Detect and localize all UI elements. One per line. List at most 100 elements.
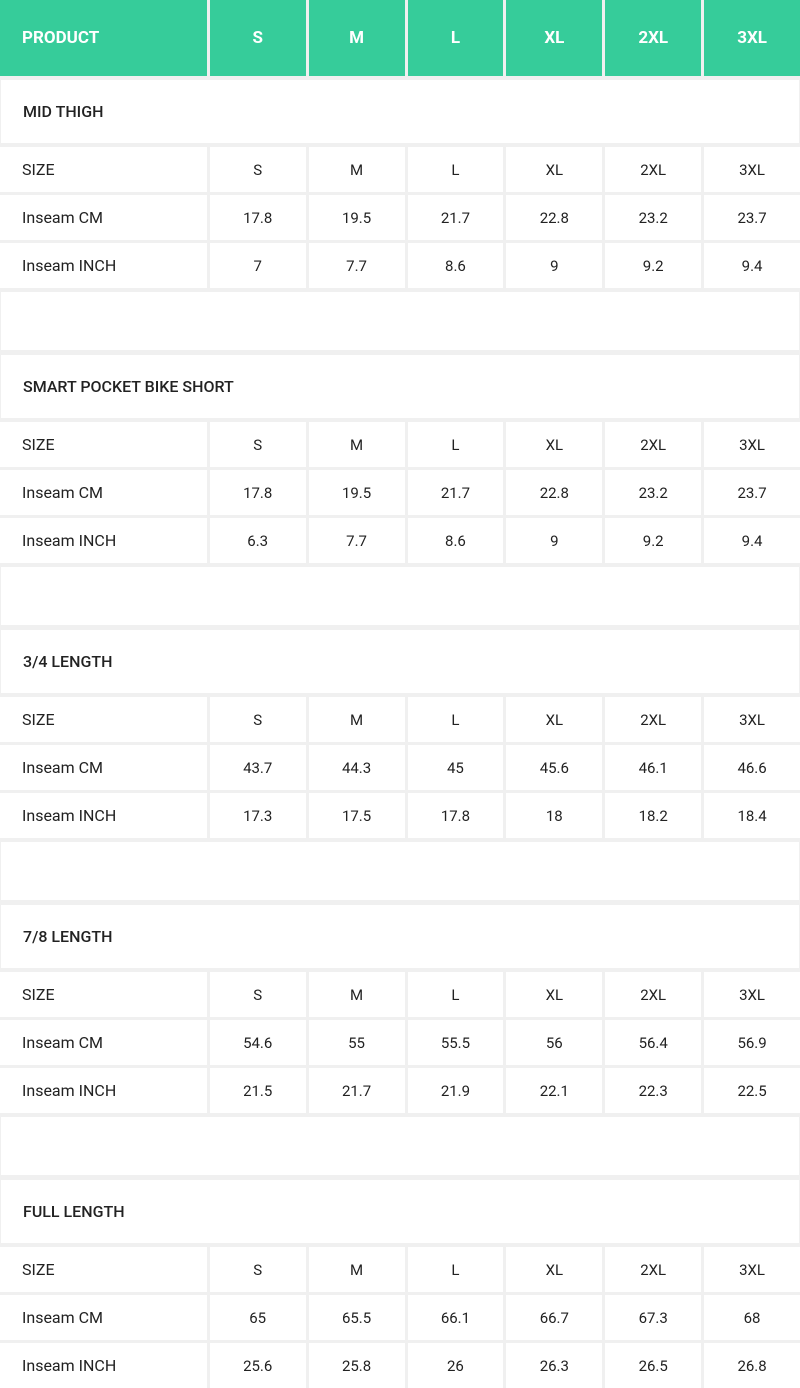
data-cell: 17.8 <box>210 195 306 240</box>
data-cell: XL <box>506 1247 602 1292</box>
data-cell: 23.2 <box>605 195 701 240</box>
inseam-cm-row: Inseam CM54.65555.55656.456.9 <box>0 1020 800 1065</box>
data-cell: 9.4 <box>704 243 800 288</box>
data-cell: 6.3 <box>210 518 306 563</box>
data-cell: 22.1 <box>506 1068 602 1113</box>
data-cell: 3XL <box>704 972 800 1017</box>
group-title: SMART POCKET BIKE SHORT <box>0 354 800 419</box>
data-cell: 9 <box>506 518 602 563</box>
data-cell: 54.6 <box>210 1020 306 1065</box>
data-cell: 17.8 <box>210 470 306 515</box>
size-row: SIZESMLXL2XL3XL <box>0 697 800 742</box>
data-cell: 23.7 <box>704 470 800 515</box>
data-cell: S <box>210 972 306 1017</box>
data-cell: XL <box>506 972 602 1017</box>
data-cell: L <box>408 697 504 742</box>
data-cell: S <box>210 697 306 742</box>
group-title: FULL LENGTH <box>0 1179 800 1244</box>
data-cell: 46.6 <box>704 745 800 790</box>
data-cell: XL <box>506 147 602 192</box>
data-cell: 65 <box>210 1295 306 1340</box>
data-cell: 26.8 <box>704 1343 800 1388</box>
data-cell: 21.7 <box>408 470 504 515</box>
group-title: MID THIGH <box>0 79 800 144</box>
row-label: Inseam INCH <box>0 793 207 838</box>
data-cell: 46.1 <box>605 745 701 790</box>
data-cell: 2XL <box>605 697 701 742</box>
data-cell: L <box>408 1247 504 1292</box>
data-cell: M <box>309 147 405 192</box>
data-cell: 21.5 <box>210 1068 306 1113</box>
row-label: Inseam CM <box>0 470 207 515</box>
data-cell: 22.8 <box>506 470 602 515</box>
data-cell: 18.2 <box>605 793 701 838</box>
size-row: SIZESMLXL2XL3XL <box>0 1247 800 1292</box>
header-size-3xl: 3XL <box>704 0 800 76</box>
row-label: SIZE <box>0 1247 207 1292</box>
data-cell: 2XL <box>605 972 701 1017</box>
data-cell: 8.6 <box>408 518 504 563</box>
data-cell: 22.5 <box>704 1068 800 1113</box>
row-label: SIZE <box>0 697 207 742</box>
row-label: Inseam CM <box>0 1020 207 1065</box>
data-cell: 56 <box>506 1020 602 1065</box>
data-cell: 21.7 <box>309 1068 405 1113</box>
data-cell: L <box>408 972 504 1017</box>
product-group: 3/4 LENGTHSIZESMLXL2XL3XLInseam CM43.744… <box>0 629 800 838</box>
data-cell: 3XL <box>704 1247 800 1292</box>
product-group: 7/8 LENGTHSIZESMLXL2XL3XLInseam CM54.655… <box>0 904 800 1113</box>
row-label: Inseam CM <box>0 745 207 790</box>
data-cell: 66.1 <box>408 1295 504 1340</box>
data-cell: 7 <box>210 243 306 288</box>
header-product: PRODUCT <box>0 0 207 76</box>
product-group: SMART POCKET BIKE SHORTSIZESMLXL2XL3XLIn… <box>0 354 800 563</box>
data-cell: S <box>210 422 306 467</box>
row-label: SIZE <box>0 147 207 192</box>
group-spacer <box>0 1116 800 1176</box>
data-cell: 26 <box>408 1343 504 1388</box>
row-label: Inseam INCH <box>0 1068 207 1113</box>
data-cell: 22.3 <box>605 1068 701 1113</box>
data-cell: 25.8 <box>309 1343 405 1388</box>
inseam-cm-row: Inseam CM43.744.34545.646.146.6 <box>0 745 800 790</box>
header-row: PRODUCT S M L XL 2XL 3XL <box>0 0 800 76</box>
data-cell: 56.9 <box>704 1020 800 1065</box>
data-cell: 56.4 <box>605 1020 701 1065</box>
data-cell: 19.5 <box>309 470 405 515</box>
data-cell: 7.7 <box>309 518 405 563</box>
data-cell: 22.8 <box>506 195 602 240</box>
data-cell: 23.7 <box>704 195 800 240</box>
inseam-inch-row: Inseam INCH21.521.721.922.122.322.5 <box>0 1068 800 1113</box>
data-cell: 17.5 <box>309 793 405 838</box>
row-label: Inseam INCH <box>0 518 207 563</box>
group-title: 3/4 LENGTH <box>0 629 800 694</box>
data-cell: 2XL <box>605 422 701 467</box>
data-cell: 21.7 <box>408 195 504 240</box>
data-cell: 2XL <box>605 1247 701 1292</box>
row-label: SIZE <box>0 422 207 467</box>
data-cell: 8.6 <box>408 243 504 288</box>
data-cell: 3XL <box>704 697 800 742</box>
data-cell: 26.3 <box>506 1343 602 1388</box>
data-cell: 9.2 <box>605 518 701 563</box>
row-label: Inseam INCH <box>0 243 207 288</box>
data-cell: 17.8 <box>408 793 504 838</box>
data-cell: 25.6 <box>210 1343 306 1388</box>
header-size-xl: XL <box>506 0 602 76</box>
inseam-cm-row: Inseam CM17.819.521.722.823.223.7 <box>0 470 800 515</box>
data-cell: M <box>309 697 405 742</box>
product-group: MID THIGHSIZESMLXL2XL3XLInseam CM17.819.… <box>0 79 800 288</box>
inseam-inch-row: Inseam INCH6.37.78.699.29.4 <box>0 518 800 563</box>
inseam-inch-row: Inseam INCH77.78.699.29.4 <box>0 243 800 288</box>
data-cell: 9.4 <box>704 518 800 563</box>
data-cell: S <box>210 1247 306 1292</box>
data-cell: 67.3 <box>605 1295 701 1340</box>
header-size-m: M <box>309 0 405 76</box>
product-group: FULL LENGTHSIZESMLXL2XL3XLInseam CM6565.… <box>0 1179 800 1388</box>
row-label: Inseam CM <box>0 195 207 240</box>
data-cell: 55.5 <box>408 1020 504 1065</box>
data-cell: S <box>210 147 306 192</box>
row-label: Inseam INCH <box>0 1343 207 1388</box>
size-row: SIZESMLXL2XL3XL <box>0 972 800 1017</box>
header-size-l: L <box>408 0 504 76</box>
